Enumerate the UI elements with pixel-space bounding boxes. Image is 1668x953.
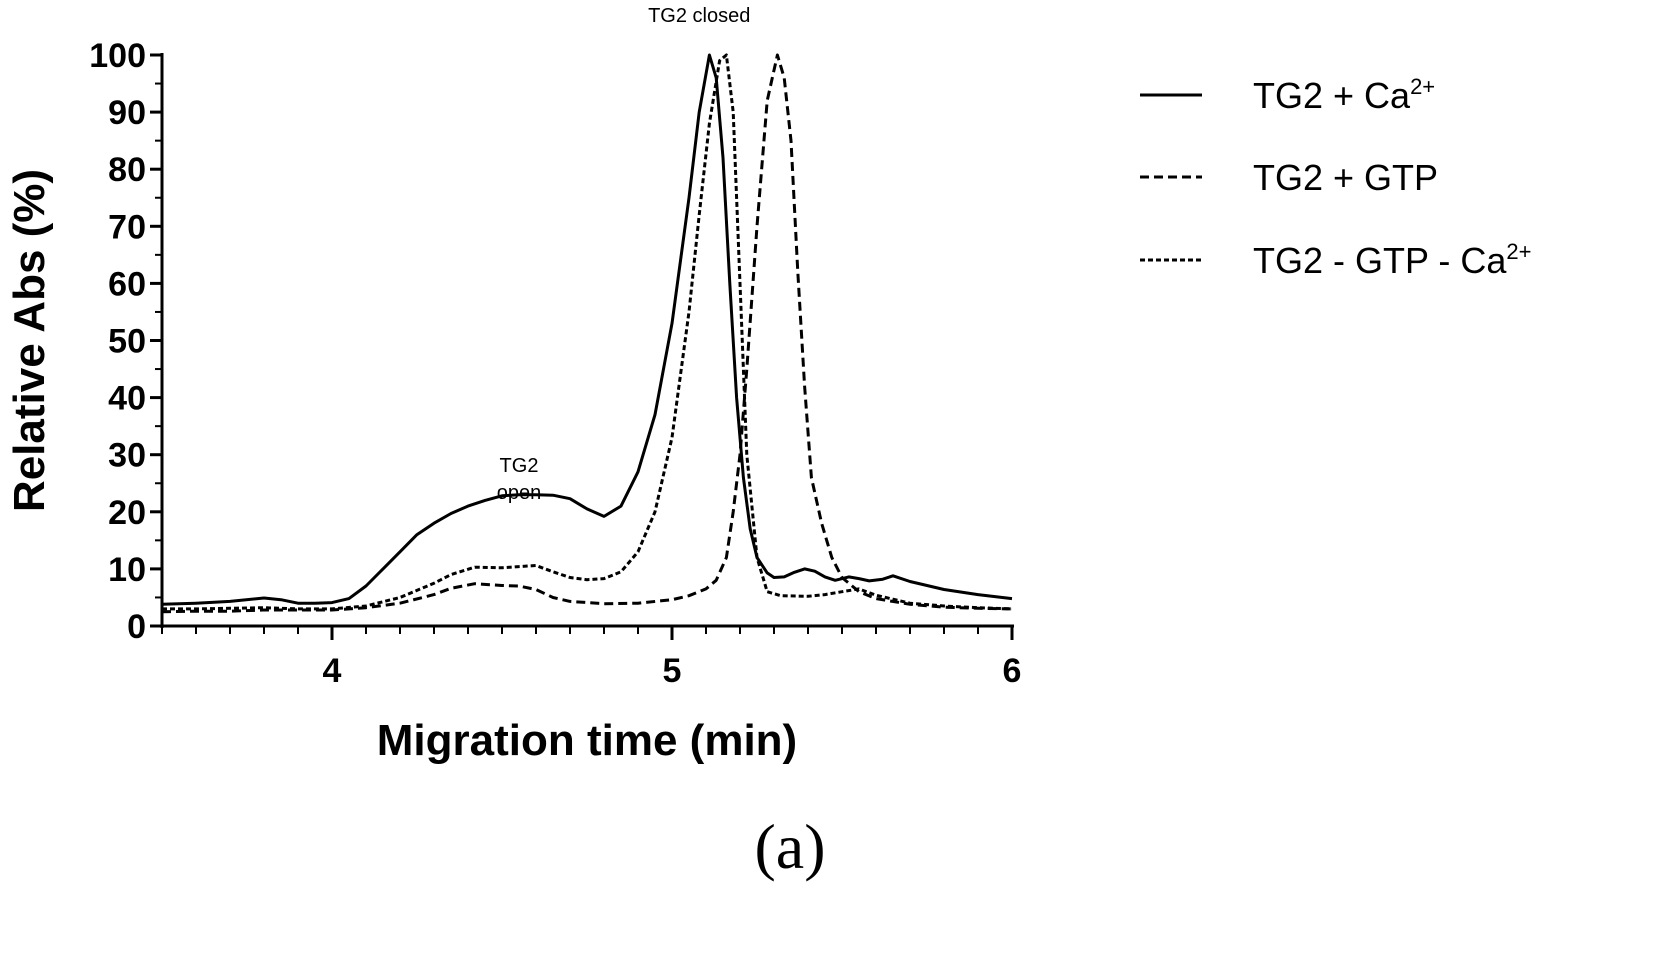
- y-tick-label: 90: [108, 94, 146, 132]
- text-layer: 0 10 20 30 40 50 60 70 80 90 100 4 5 6 Migration time …: [5, 5, 1021, 882]
- series-line-3: [162, 53, 1013, 611]
- y-tick-label: 80: [108, 151, 146, 189]
- x-tick-label: 6: [1003, 652, 1022, 690]
- legend-label-1: TG2 + Ca2+: [1253, 74, 1435, 116]
- y-tick-label: 10: [108, 551, 146, 589]
- annotation-1-line-1: TG2: [500, 455, 539, 477]
- y-tick-label: 0: [127, 608, 146, 646]
- y-tick-label: 30: [108, 437, 146, 475]
- legend-label-2: TG2 + GTP: [1253, 157, 1438, 198]
- x-axis-label: Migration time (min): [377, 716, 797, 765]
- y-tick-label: 50: [108, 323, 146, 361]
- y-tick-label: 70: [108, 208, 146, 246]
- x-tick-label: 5: [663, 652, 682, 690]
- series-line-1: [161, 53, 1013, 606]
- annotation-1-line-2: open: [497, 482, 542, 504]
- axes-layer: [150, 53, 1014, 640]
- legend: TG2 + Ca2+ TG2 + GTP TG2 - GTP - Ca2+: [1140, 74, 1531, 281]
- y-tick-label: 20: [108, 494, 146, 532]
- y-tick-label: 60: [108, 265, 146, 303]
- legend-label-3: TG2 - GTP - Ca2+: [1253, 239, 1531, 281]
- annotation-2-line-1: TG2 closed: [648, 5, 750, 27]
- legend-superscript: 2+: [1506, 239, 1531, 264]
- series-line-2: [161, 53, 1013, 614]
- x-tick-label: 4: [323, 652, 342, 690]
- y-tick-label: 100: [89, 37, 146, 75]
- y-tick-label: 40: [108, 380, 146, 418]
- legend-superscript: 2+: [1410, 74, 1435, 99]
- panel-label: (a): [754, 811, 825, 882]
- series-layer: [161, 53, 1013, 614]
- y-axis-label: Relative Abs (%): [5, 169, 54, 512]
